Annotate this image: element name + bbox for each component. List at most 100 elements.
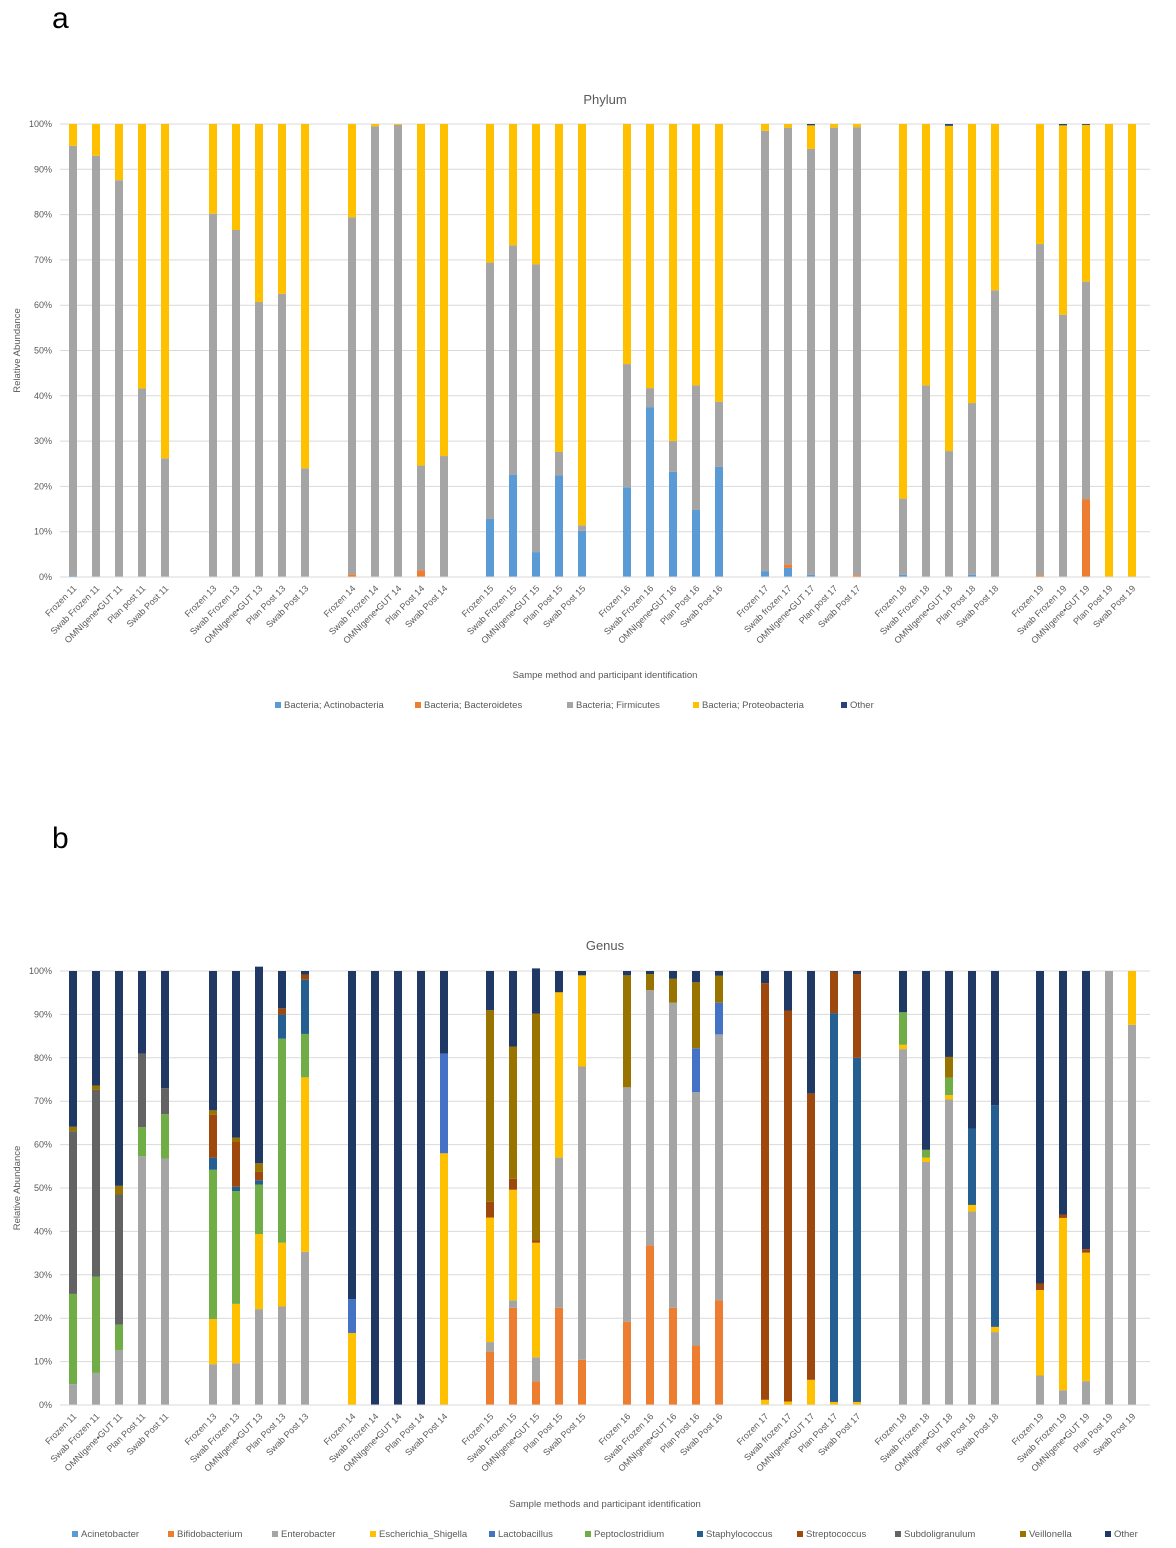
genus-bar-escherichia-shigella	[209, 1319, 217, 1365]
phylum-legend-label-bacteria-proteobacteria: Bacteria; Proteobacteria	[702, 700, 805, 711]
genus-bar-other	[922, 971, 930, 1150]
phylum-bar-bacteria-firmicutes	[115, 180, 123, 577]
phylum-bar-bacteria-firmicutes	[899, 498, 907, 575]
genus-bar-subdoligranulum	[69, 1131, 77, 1294]
genus-bar-peptoclostridium	[161, 1114, 169, 1159]
phylum-bar-bacteria-firmicutes	[509, 245, 517, 475]
phylum-bar-bacteria-proteobacteria	[623, 124, 631, 365]
genus-bar-peptoclostridium	[209, 1169, 217, 1320]
genus-bar-veillonella	[692, 982, 700, 1049]
phylum-bar-bacteria-bacteroidetes	[1082, 499, 1090, 577]
phylum-chart: Phylum 0% 10% 20% 30% 40% 50% 60% 70% 80% 90% 100% R…	[12, 92, 1150, 711]
phylum-legend-swatch-bacteria-actinobacteria	[275, 702, 281, 708]
genus-bar-other	[807, 971, 815, 1094]
genus-bar-other	[1036, 971, 1044, 1284]
genus-bar-veillonella	[669, 978, 677, 1003]
genus-bar-enterobacter	[1082, 1381, 1090, 1405]
genus-bar-staphylococcus	[968, 1128, 976, 1205]
phylum-bar-other	[945, 124, 953, 126]
phylum-bar-bacteria-proteobacteria	[232, 124, 240, 231]
genus-bar-enterobacter	[278, 1306, 286, 1405]
genus-bar-staphylococcus	[232, 1186, 240, 1192]
genus-bar-other	[761, 971, 769, 984]
phylum-bar-bacteria-firmicutes	[784, 127, 792, 565]
phylum-bar-other	[807, 124, 815, 126]
genus-legend-swatch-lactobacillus	[489, 1531, 495, 1537]
panel-label-b: b	[52, 822, 69, 855]
genus-bar-other	[784, 971, 792, 1011]
genus-legend-swatch-enterobacter	[272, 1531, 278, 1537]
phylum-bar-bacteria-actinobacteria	[509, 474, 517, 577]
phylum-bar-bacteria-firmicutes	[1036, 244, 1044, 576]
genus-bar-enterobacter	[301, 1251, 309, 1405]
genus-bar-peptoclostridium	[278, 1038, 286, 1243]
genus-bar-peptoclostridium	[899, 1012, 907, 1045]
genus-bar-escherichia-shigella	[348, 1332, 356, 1405]
genus-bar-peptoclostridium	[115, 1324, 123, 1351]
phylum-bar-bacteria-firmicutes	[669, 441, 677, 472]
genus-bar-veillonella	[209, 1110, 217, 1115]
phylum-bar-bacteria-firmicutes	[278, 293, 286, 577]
genus-bar-escherichia-shigella	[578, 975, 586, 1067]
phylum-y-tick-label: 80%	[34, 210, 52, 220]
genus-bar-enterobacter	[623, 1087, 631, 1322]
phylum-bar-bacteria-proteobacteria	[784, 124, 792, 128]
phylum-bar-bacteria-firmicutes	[440, 456, 448, 577]
phylum-bar-bacteria-firmicutes	[348, 217, 356, 575]
phylum-bar-bacteria-proteobacteria	[1105, 124, 1113, 577]
genus-bar-staphylococcus	[830, 1013, 838, 1402]
genus-bar-other	[532, 968, 540, 1014]
phylum-bar-bacteria-firmicutes	[1059, 314, 1067, 577]
genus-bar-other	[968, 971, 976, 1129]
phylum-bar-bacteria-actinobacteria	[578, 530, 586, 577]
genus-bar-veillonella	[232, 1137, 240, 1142]
genus-bar-enterobacter	[991, 1332, 999, 1405]
phylum-bar-bacteria-firmicutes	[138, 388, 146, 577]
genus-y-tick-label: 60%	[34, 1140, 52, 1150]
genus-legend-swatch-peptoclostridium	[585, 1531, 591, 1537]
genus-bar-enterobacter	[578, 1066, 586, 1360]
phylum-legend-swatch-bacteria-firmicutes	[567, 702, 573, 708]
phylum-y-tick-label: 10%	[34, 527, 52, 537]
phylum-bar-bacteria-actinobacteria	[486, 519, 494, 577]
genus-bar-escherichia-shigella	[509, 1189, 517, 1301]
phylum-bar-bacteria-proteobacteria	[92, 124, 100, 156]
genus-bar-enterobacter	[486, 1342, 494, 1352]
genus-y-tick-label: 20%	[34, 1313, 52, 1323]
phylum-bar-bacteria-proteobacteria	[371, 124, 379, 127]
genus-legend-swatch-other	[1105, 1531, 1111, 1537]
genus-bar-enterobacter	[209, 1364, 217, 1405]
genus-bar-streptococcus	[278, 1008, 286, 1015]
genus-bar-streptococcus	[532, 1240, 540, 1243]
phylum-bar-bacteria-firmicutes	[255, 302, 263, 577]
genus-bar-other	[115, 971, 123, 1186]
phylum-bar-bacteria-actinobacteria	[623, 487, 631, 577]
phylum-bar-bacteria-firmicutes	[555, 451, 563, 476]
phylum-y-tick-label: 20%	[34, 481, 52, 491]
genus-bar-escherichia-shigella	[968, 1204, 976, 1212]
genus-bar-enterobacter	[646, 990, 654, 1246]
genus-bar-other	[301, 971, 309, 975]
phylum-legend-swatch-other	[841, 702, 847, 708]
genus-bar-enterobacter	[92, 1372, 100, 1405]
genus-bar-other	[486, 971, 494, 1011]
phylum-bar-bacteria-proteobacteria	[440, 124, 448, 457]
genus-bar-streptococcus	[509, 1178, 517, 1190]
genus-bar-escherichia-shigella	[1059, 1217, 1067, 1391]
genus-bar-other	[578, 971, 586, 976]
genus-bar-other	[255, 966, 263, 1164]
genus-legend-label-bifidobacterium: Bifidobacterium	[177, 1529, 243, 1540]
phylum-legend-label-other: Other	[850, 700, 874, 711]
phylum-bar-bacteria-firmicutes	[209, 213, 217, 577]
genus-bar-subdoligranulum	[115, 1194, 123, 1325]
genus-bar-veillonella	[255, 1163, 263, 1172]
genus-bar-bifidobacterium	[486, 1351, 494, 1405]
genus-bar-peptoclostridium	[92, 1276, 100, 1373]
genus-bar-streptococcus	[853, 974, 861, 1058]
genus-bar-staphylococcus	[301, 979, 309, 1034]
genus-bar-other	[394, 971, 402, 1405]
genus-bar-lactobacillus	[715, 1002, 723, 1035]
phylum-bar-bacteria-firmicutes	[417, 465, 425, 571]
genus-bar-peptoclostridium	[945, 1077, 953, 1096]
genus-bar-other	[669, 971, 677, 979]
